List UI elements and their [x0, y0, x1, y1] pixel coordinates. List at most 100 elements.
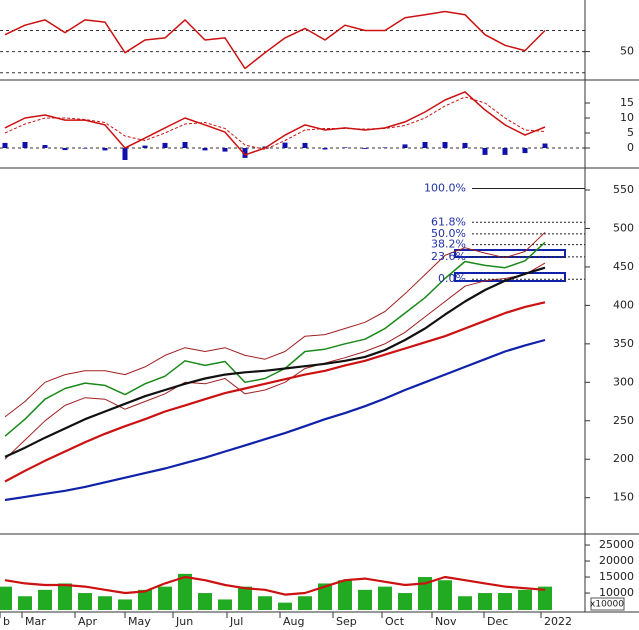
bar — [18, 596, 32, 610]
bar — [62, 148, 68, 151]
series-line — [4, 262, 546, 460]
bar — [478, 593, 492, 610]
bar — [278, 602, 292, 610]
unit-label: x10000 — [590, 600, 624, 610]
bar — [502, 148, 508, 155]
series-line — [4, 96, 546, 150]
y-tick-label: 400 — [613, 298, 634, 311]
series-line — [4, 575, 546, 596]
fib-label: 100.0% — [424, 181, 466, 194]
series-line — [4, 91, 546, 156]
support-zone — [454, 272, 566, 282]
bar — [462, 142, 468, 148]
bar — [242, 148, 248, 158]
bar — [38, 589, 52, 610]
bar — [22, 142, 28, 148]
x-tick-label: 2022 — [544, 615, 572, 628]
bar — [422, 142, 428, 148]
bar — [58, 583, 72, 610]
y-tick-label: 10 — [620, 111, 634, 124]
bar — [282, 142, 288, 148]
bar — [378, 586, 392, 610]
bar — [138, 589, 152, 610]
bar — [258, 596, 272, 610]
bar — [398, 593, 412, 610]
y-tick-label: 300 — [613, 375, 634, 388]
bar — [122, 148, 128, 160]
x-tick-label: Sep — [336, 615, 357, 628]
bar — [482, 148, 488, 155]
bar — [322, 148, 328, 150]
bar — [358, 589, 372, 610]
x-tick-label: Jun — [175, 615, 193, 628]
bar — [222, 148, 228, 152]
series-line — [4, 338, 546, 502]
y-tick-label: 0 — [627, 141, 634, 154]
fib-label: 50.0% — [431, 227, 466, 240]
bar — [42, 145, 48, 148]
bar — [238, 586, 252, 610]
y-tick-label: 15000 — [599, 570, 634, 583]
series-line — [4, 10, 546, 70]
x-tick-label: Dec — [487, 615, 508, 628]
bar — [142, 145, 148, 148]
bar — [98, 596, 112, 610]
x-tick-label: b — [3, 615, 10, 628]
y-tick-label: 550 — [613, 183, 634, 196]
bar — [202, 148, 208, 151]
bar — [442, 142, 448, 148]
y-tick-label: 20000 — [599, 554, 634, 567]
bar — [0, 586, 13, 610]
y-tick-label: 50 — [620, 45, 634, 58]
y-tick-label: 500 — [613, 221, 634, 234]
y-tick-label: 10000 — [599, 586, 634, 599]
bar — [102, 148, 108, 151]
x-tick-label: Mar — [25, 615, 46, 628]
bar — [78, 593, 92, 610]
bar — [498, 593, 512, 610]
bar — [82, 148, 88, 149]
y-tick-label: 5 — [627, 126, 634, 139]
bar — [382, 147, 388, 148]
bar — [182, 142, 188, 148]
bar — [362, 148, 368, 149]
x-tick-label: Oct — [385, 615, 405, 628]
bar — [538, 586, 552, 610]
bar — [218, 599, 232, 610]
bar — [518, 589, 532, 610]
bar — [2, 142, 8, 148]
y-tick-label: 15 — [620, 96, 634, 109]
fib-label: 23.6% — [431, 250, 466, 263]
bar — [458, 596, 472, 610]
bar — [318, 583, 332, 610]
bar — [302, 142, 308, 148]
bar — [342, 147, 348, 148]
bar — [158, 586, 172, 610]
series-line — [4, 266, 546, 458]
bar — [418, 577, 432, 610]
bar — [402, 144, 408, 148]
y-tick-label: 25000 — [599, 538, 634, 551]
bar — [542, 143, 548, 148]
series-line — [4, 231, 546, 418]
y-tick-label: 450 — [613, 260, 634, 273]
bar — [298, 596, 312, 610]
bar — [178, 573, 192, 610]
bar — [338, 580, 352, 610]
x-tick-label: Aug — [283, 615, 304, 628]
fib-label: 0.0% — [438, 272, 466, 285]
fib-label: 61.8% — [431, 215, 466, 228]
bar — [118, 599, 132, 610]
y-tick-label: 150 — [613, 491, 634, 504]
bar — [522, 148, 528, 154]
fib-label: 38.2% — [431, 238, 466, 251]
bar — [162, 142, 168, 148]
y-tick-label: 350 — [613, 337, 634, 350]
series-line — [4, 301, 546, 483]
x-tick-label: May — [128, 615, 151, 628]
series-line — [4, 241, 546, 437]
y-tick-label: 250 — [613, 414, 634, 427]
bar — [438, 580, 452, 610]
